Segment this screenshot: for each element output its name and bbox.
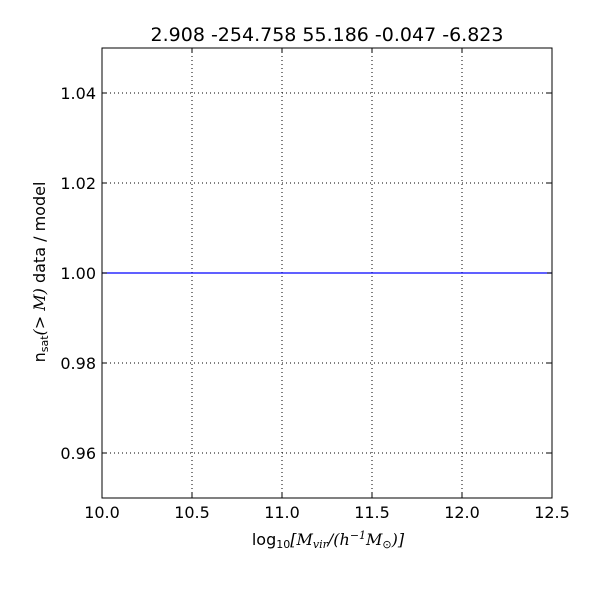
y-tick-label: 1.00 (60, 264, 96, 283)
x-tick-label: 12.5 (534, 503, 570, 522)
x-tick-label: 10.0 (84, 503, 120, 522)
x-tick-label: 11.5 (354, 503, 390, 522)
x-axis-label-math-sub: vir (313, 538, 329, 551)
x-tick-labels: 10.0 10.5 11.0 11.5 12.0 12.5 (84, 503, 570, 522)
y-tick-label: 1.02 (60, 174, 96, 193)
chart-title: 2.908 -254.758 55.186 -0.047 -6.823 (151, 24, 504, 46)
y-axis-label: nsat(> M) data / model (30, 182, 51, 363)
y-tick-label: 0.98 (60, 354, 96, 373)
y-tick-label: 1.04 (60, 84, 96, 103)
y-axis-label-sub: sat (38, 335, 51, 352)
y-tick-labels: 0.96 0.98 1.00 1.02 1.04 (60, 84, 96, 463)
y-tick-label: 0.96 (60, 444, 96, 463)
y-axis-label-math: (> M) (30, 288, 49, 335)
x-axis-label-math4: )] (391, 530, 405, 549)
x-axis-label-prefix: log (252, 530, 276, 549)
plot-frame (101, 47, 553, 499)
x-axis-label-math-sup: −1 (350, 529, 366, 542)
x-axis-label: log10[Mvir/(h−1M⊙)] (252, 529, 405, 551)
x-tick-label: 12.0 (444, 503, 480, 522)
x-axis-label-math-sub2: ⊙ (382, 538, 391, 551)
x-tick-label: 11.0 (264, 503, 300, 522)
y-axis-label-suffix: data / model (30, 182, 49, 289)
y-axis-label-prefix: n (30, 352, 49, 362)
x-axis-label-math: [M (290, 530, 313, 549)
x-tick-label: 10.5 (174, 503, 210, 522)
x-axis-label-math3: M (365, 530, 383, 549)
x-axis-label-math2: /(h (326, 530, 350, 549)
x-axis-label-sub: 10 (276, 538, 290, 551)
